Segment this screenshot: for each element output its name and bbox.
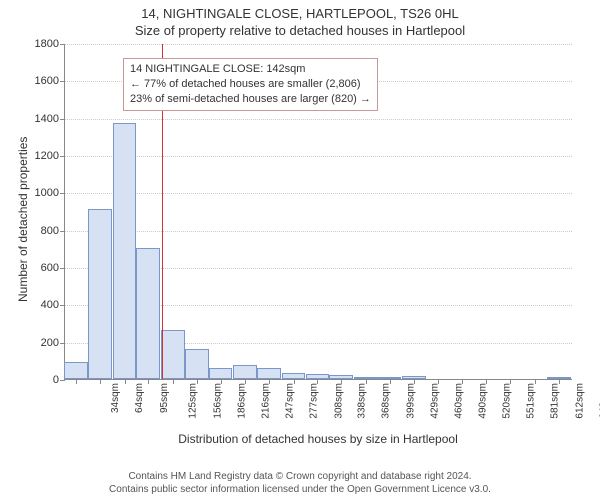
footer-line1: Contains HM Land Registry data © Crown c… xyxy=(0,470,600,483)
xtick-label: 95sqm xyxy=(159,383,170,413)
xtick-label: 216sqm xyxy=(260,383,271,419)
ytick-label: 1800 xyxy=(35,38,65,50)
title-block: 14, NIGHTINGALE CLOSE, HARTLEPOOL, TS26 … xyxy=(0,0,600,38)
plot-area: 02004006008001000120014001600180034sqm64… xyxy=(64,44,572,380)
xtick-mark xyxy=(390,379,391,384)
x-axis-label: Distribution of detached houses by size … xyxy=(64,432,572,446)
ytick-label: 600 xyxy=(41,262,65,274)
xtick-label: 308sqm xyxy=(333,383,344,419)
xtick-mark xyxy=(366,379,367,384)
chart-title: 14, NIGHTINGALE CLOSE, HARTLEPOOL, TS26 … xyxy=(0,6,600,21)
annotation-line: 23% of semi-detached houses are larger (… xyxy=(130,92,371,107)
chart-subtitle: Size of property relative to detached ho… xyxy=(0,23,600,38)
xtick-label: 247sqm xyxy=(285,383,296,419)
xtick-label: 125sqm xyxy=(188,383,199,419)
xtick-label: 490sqm xyxy=(478,383,489,419)
ytick-label: 800 xyxy=(41,225,65,237)
xtick-mark xyxy=(76,379,77,384)
xtick-label: 186sqm xyxy=(236,383,247,419)
histogram-bar xyxy=(64,362,88,379)
gridline xyxy=(65,231,572,232)
ytick-label: 1000 xyxy=(35,187,65,199)
xtick-label: 460sqm xyxy=(454,383,465,419)
histogram-bar xyxy=(185,349,209,379)
xtick-label: 368sqm xyxy=(381,383,392,419)
xtick-mark xyxy=(510,379,511,384)
xtick-mark xyxy=(462,379,463,384)
xtick-mark xyxy=(125,379,126,384)
xtick-mark xyxy=(341,379,342,384)
gridline xyxy=(65,44,572,45)
xtick-label: 429sqm xyxy=(429,383,440,419)
plot-wrap: 02004006008001000120014001600180034sqm64… xyxy=(64,44,572,380)
xtick-label: 581sqm xyxy=(550,383,561,419)
histogram-bar xyxy=(209,368,233,379)
ytick-label: 1200 xyxy=(35,150,65,162)
xtick-label: 277sqm xyxy=(309,383,320,419)
xtick-label: 156sqm xyxy=(213,383,224,419)
histogram-bar xyxy=(161,330,185,379)
y-axis-label: Number of detached properties xyxy=(16,137,30,302)
xtick-mark xyxy=(221,379,222,384)
xtick-label: 612sqm xyxy=(574,383,585,419)
gridline xyxy=(65,119,572,120)
xtick-mark xyxy=(294,379,295,384)
xtick-mark xyxy=(535,379,536,384)
footer: Contains HM Land Registry data © Crown c… xyxy=(0,470,600,496)
xtick-label: 64sqm xyxy=(134,383,145,413)
ytick-label: 400 xyxy=(41,299,65,311)
xtick-mark xyxy=(486,379,487,384)
annotation-box: 14 NIGHTINGALE CLOSE: 142sqm← 77% of det… xyxy=(123,58,378,111)
xtick-mark xyxy=(438,379,439,384)
ytick-label: 0 xyxy=(53,374,65,386)
xtick-mark xyxy=(100,379,101,384)
xtick-label: 34sqm xyxy=(110,383,121,413)
xtick-mark xyxy=(173,379,174,384)
histogram-bar xyxy=(257,368,281,379)
annotation-line: ← 77% of detached houses are smaller (2,… xyxy=(130,77,371,92)
histogram-bar xyxy=(88,209,112,379)
histogram-bar xyxy=(113,123,137,379)
gridline xyxy=(65,156,572,157)
histogram-bar xyxy=(136,248,160,379)
ytick-label: 200 xyxy=(41,337,65,349)
xtick-mark xyxy=(197,379,198,384)
gridline xyxy=(65,193,572,194)
histogram-bar xyxy=(233,365,257,379)
footer-line2: Contains public sector information licen… xyxy=(0,483,600,496)
xtick-mark xyxy=(317,379,318,384)
xtick-label: 399sqm xyxy=(405,383,416,419)
ytick-label: 1400 xyxy=(35,113,65,125)
xtick-label: 551sqm xyxy=(526,383,537,419)
xtick-label: 338sqm xyxy=(357,383,368,419)
annotation-line: 14 NIGHTINGALE CLOSE: 142sqm xyxy=(130,62,371,77)
xtick-label: 520sqm xyxy=(501,383,512,419)
xtick-mark xyxy=(148,379,149,384)
ytick-label: 1600 xyxy=(35,75,65,87)
xtick-mark xyxy=(414,379,415,384)
xtick-mark xyxy=(559,379,560,384)
xtick-mark xyxy=(269,379,270,384)
xtick-mark xyxy=(245,379,246,384)
